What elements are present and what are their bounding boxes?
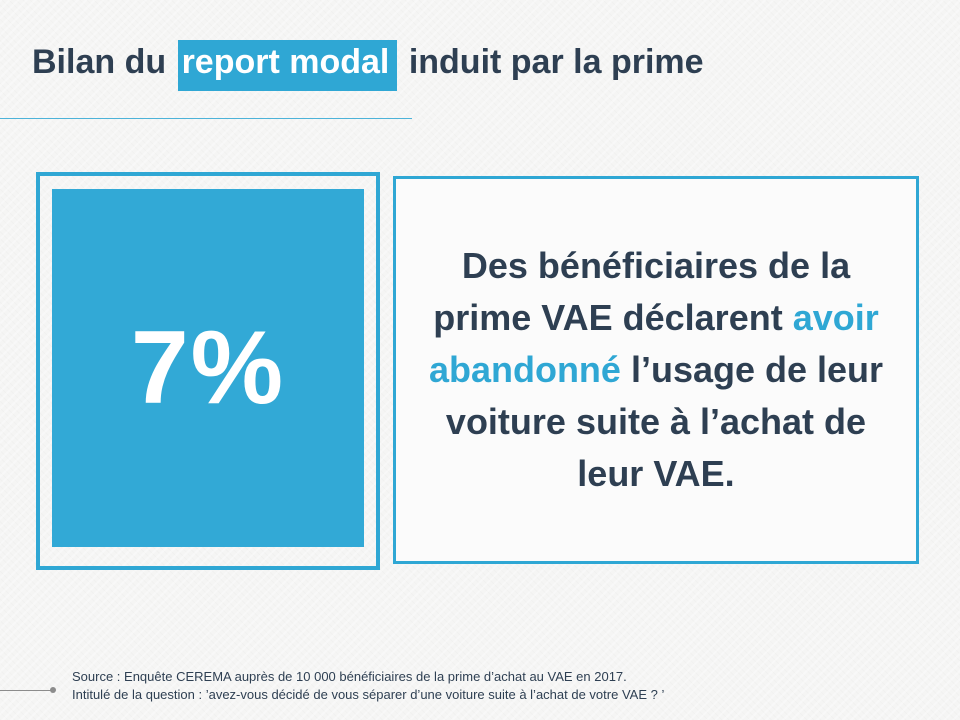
- footer-question: Intitulé de la question : ’avez-vous déc…: [72, 686, 665, 702]
- footer-divider: [0, 690, 52, 691]
- footer-notes: Source : Enquête CEREMA auprès de 10 000…: [72, 668, 664, 703]
- statement-box: Des bénéficiaires de la prime VAE déclar…: [393, 176, 919, 564]
- statement-accent: avoir abandonné: [428, 297, 879, 391]
- title-underline-divider: [0, 118, 412, 119]
- title-text-after: induit par la prime: [399, 43, 704, 81]
- stat-frame: 7%: [36, 172, 380, 570]
- statement-part-1: Des bénéficiaires de la prime VAE déclar…: [433, 245, 851, 339]
- statement-text: Des bénéficiaires de la prime VAE déclar…: [396, 240, 916, 499]
- stat-value: 7%: [130, 310, 286, 426]
- page-title: Bilan du report modal induit par la prim…: [32, 40, 704, 92]
- stat-box: 7%: [52, 189, 364, 547]
- footer-source: Source : Enquête CEREMA auprès de 10 000…: [72, 669, 627, 684]
- statement-part-2: l’usage de leur voiture suite à l’achat …: [445, 349, 884, 494]
- footer-dot: [50, 687, 56, 693]
- title-text-before: Bilan du: [32, 43, 176, 81]
- title-highlight: report modal: [177, 40, 398, 92]
